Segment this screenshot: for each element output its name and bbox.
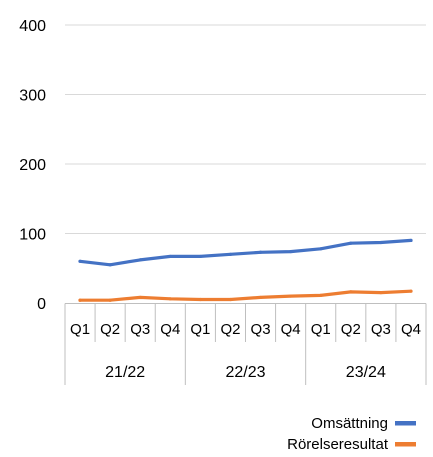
data-point — [138, 295, 142, 300]
y-tick-label: 300 — [19, 88, 46, 105]
legend-swatch — [395, 421, 416, 426]
x-tick-label: Q4 — [281, 321, 301, 338]
y-tick-label: 100 — [19, 227, 46, 244]
data-point — [168, 297, 172, 301]
data-point — [228, 252, 233, 256]
x-tick-label: Q2 — [100, 321, 120, 338]
data-point — [319, 247, 323, 251]
legend-label: Omsättning — [311, 415, 388, 432]
y-tick-label: 200 — [19, 157, 46, 174]
y-tick-label: 400 — [19, 18, 46, 35]
x-tick-label: Q2 — [341, 321, 361, 338]
data-point — [289, 294, 293, 298]
x-tick-label: Q3 — [371, 321, 391, 338]
data-point — [168, 254, 172, 259]
x-tick-label: Q2 — [220, 321, 240, 338]
x-tick-label: Q3 — [130, 321, 150, 338]
data-point — [379, 290, 383, 295]
gridlines — [65, 24, 426, 234]
data-point — [379, 240, 383, 245]
x-tick-label: Q4 — [160, 321, 180, 338]
data-point — [138, 258, 142, 262]
x-group-label: 23/24 — [346, 364, 386, 381]
data-point — [108, 263, 112, 267]
series-line-2 — [78, 289, 413, 302]
data-point — [198, 254, 202, 259]
data-point — [78, 298, 82, 302]
data-point — [409, 238, 413, 243]
data-point — [319, 293, 323, 297]
legend: Omsättning Rörelseresultat — [287, 415, 416, 453]
data-point — [409, 289, 413, 293]
x-tick-label: Q1 — [70, 321, 90, 338]
data-point — [258, 295, 263, 300]
x-tick-label: Q4 — [401, 321, 421, 338]
data-point — [349, 241, 353, 245]
data-point — [349, 290, 353, 294]
legend-label: Rörelseresultat — [287, 436, 389, 453]
legend-swatch — [395, 442, 416, 447]
x-tick-label: Q3 — [251, 321, 271, 338]
data-point — [258, 250, 263, 254]
x-group-label: 21/22 — [105, 364, 145, 381]
x-group-label: 22/23 — [225, 364, 265, 381]
data-point — [78, 259, 82, 263]
data-point — [108, 298, 112, 302]
x-tick-label: Q1 — [311, 321, 331, 338]
x-axis: Q1 Q2 Q3 Q4 Q1 Q2 Q3 Q4 Q1 Q2 Q3 Q4 21/22 22/23 23/24 — [64, 303, 427, 385]
y-tick-label: 0 — [37, 296, 46, 313]
series-lines — [78, 238, 413, 302]
x-tick-label: Q1 — [190, 321, 210, 338]
data-point — [198, 297, 202, 302]
data-point — [289, 249, 293, 254]
y-axis: 0 100 200 300 400 — [19, 18, 46, 313]
data-point — [228, 297, 233, 302]
series-line-1 — [78, 238, 413, 267]
